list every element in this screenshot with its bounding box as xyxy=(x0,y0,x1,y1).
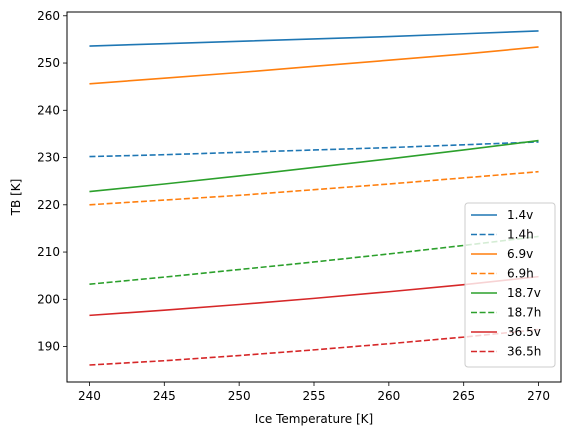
y-axis-label: TB [K] xyxy=(9,179,23,217)
series-line-6.9v xyxy=(89,46,539,85)
legend-label-1.4v: 1.4v xyxy=(507,208,533,222)
y-tick-label: 210 xyxy=(37,245,60,259)
y-tick-label: 260 xyxy=(37,9,60,23)
series-line-36.5v xyxy=(89,275,539,317)
x-tick-label: 270 xyxy=(527,389,550,403)
x-tick-label: 245 xyxy=(153,389,176,403)
legend-label-1.4h: 1.4h xyxy=(507,228,534,242)
series-line-1.4v xyxy=(89,30,539,47)
series-line-1.4h xyxy=(89,141,539,158)
x-tick-label: 260 xyxy=(377,389,400,403)
x-tick-label: 255 xyxy=(303,389,326,403)
series-line-36.5h xyxy=(89,328,539,366)
series-lines xyxy=(89,30,539,366)
series-line-6.9h xyxy=(89,170,539,206)
x-tick-label: 265 xyxy=(452,389,475,403)
series-line-18.7v xyxy=(89,139,539,193)
legend-label-6.9h: 6.9h xyxy=(507,267,534,281)
x-tick-label: 240 xyxy=(78,389,101,403)
legend: 1.4v 1.4h 6.9v 6.9h 18.7v 18.7h 36.5v 36.5h xyxy=(464,202,556,368)
legend-box xyxy=(464,202,556,368)
legend-label-18.7h: 18.7h xyxy=(507,306,541,320)
series-line-18.7h xyxy=(89,235,539,285)
legend-label-36.5h: 36.5h xyxy=(507,345,541,359)
x-axis-label: Ice Temperature [K] xyxy=(255,412,373,426)
y-tick-label: 190 xyxy=(37,340,60,354)
x-tick-label: 250 xyxy=(228,389,251,403)
legend-label-36.5v: 36.5v xyxy=(507,325,541,339)
y-axis-ticks: 190 200 210 220 230 240 250 260 xyxy=(37,9,67,354)
legend-label-6.9v: 6.9v xyxy=(507,247,533,261)
y-tick-label: 230 xyxy=(37,151,60,165)
x-axis-ticks: 240 245 250 255 260 265 270 xyxy=(78,382,550,403)
y-tick-label: 240 xyxy=(37,103,60,117)
y-tick-label: 200 xyxy=(37,292,60,306)
y-tick-label: 250 xyxy=(37,56,60,70)
legend-label-18.7v: 18.7v xyxy=(507,286,541,300)
y-tick-label: 220 xyxy=(37,198,60,212)
